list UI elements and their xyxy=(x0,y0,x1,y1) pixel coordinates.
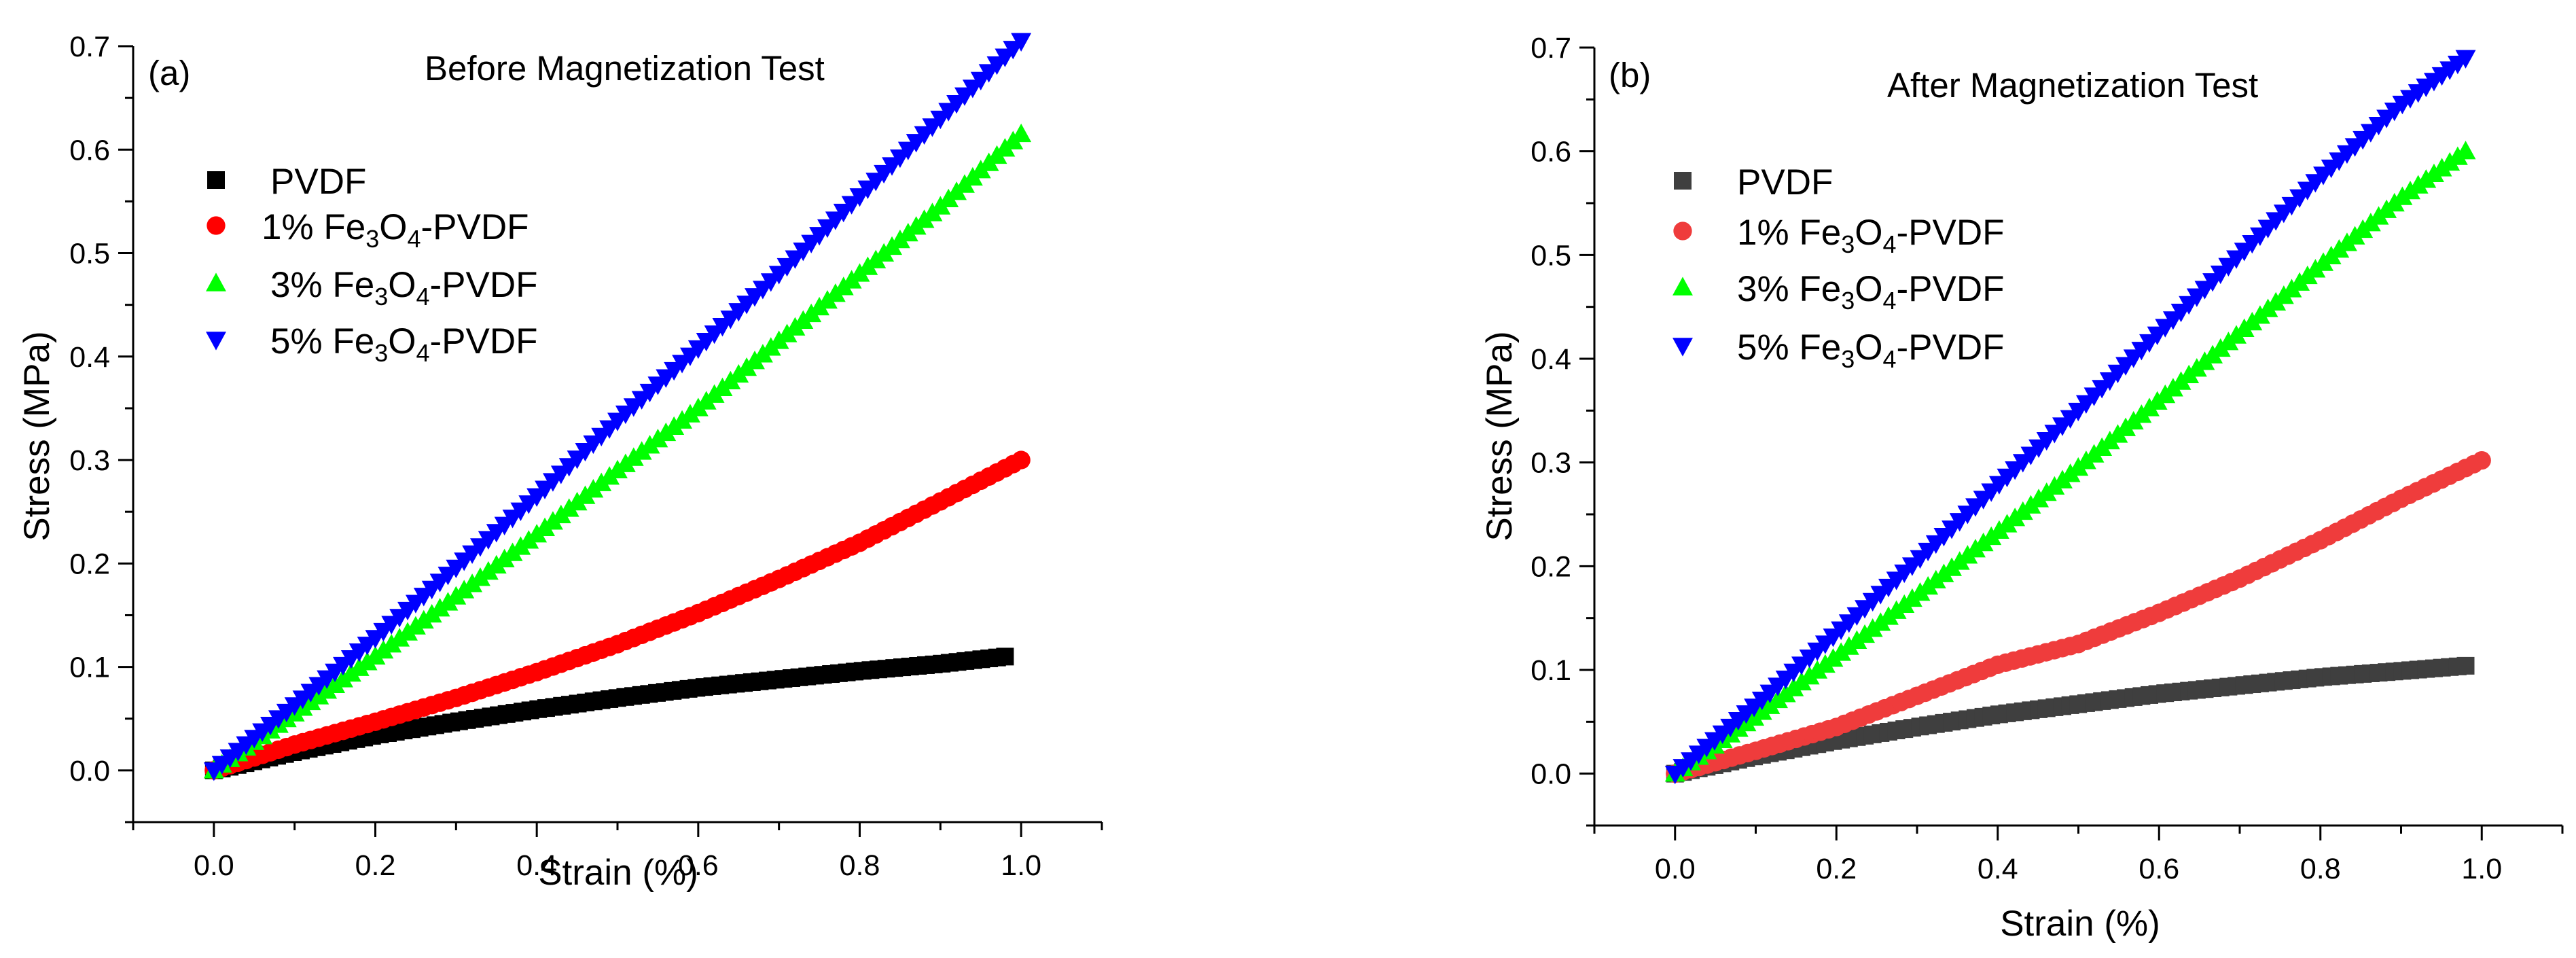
x-tick-label: 0.0 xyxy=(194,849,234,882)
legend-marker-3pct xyxy=(1672,277,1693,296)
series-3 xyxy=(1664,50,2476,785)
series-3 xyxy=(203,33,1032,781)
y-ticks: 0.0 0.1 0.2 0.3 0.4 0.5 0.6 0.7 xyxy=(1531,32,1594,827)
y-tick-label: 0.7 xyxy=(1531,32,1571,65)
legend-marker-5pct xyxy=(206,332,226,351)
data-markers xyxy=(203,33,1032,781)
legend-item-pvdf: PVDF xyxy=(207,162,366,202)
legend-item-3pct: 3% Fe3O4-PVDF xyxy=(206,265,537,311)
legend-label-pvdf: PVDF xyxy=(1737,162,1833,202)
legend-item-3pct: 3% Fe3O4-PVDF xyxy=(1672,269,2004,315)
y-tick-label: 0.3 xyxy=(69,444,110,477)
legend-marker-1pct xyxy=(1673,221,1692,241)
legend-item-1pct: 1% Fe3O4-PVDF xyxy=(1673,213,2004,258)
panel-label: (a) xyxy=(148,54,190,92)
chart-panel-b: 0.0 0.2 0.4 0.6 0.8 1.0 0.0 0.1 0.2 0.3 0.4 0.5 0.6… xyxy=(1480,32,2564,944)
legend: PVDF 1% Fe3O4-PVDF 3% Fe3O4-PVDF 5% Fe3O… xyxy=(206,162,537,367)
legend-item-pvdf: PVDF xyxy=(1674,162,1833,202)
series-2 xyxy=(203,123,1032,779)
x-axis-label: Strain (%) xyxy=(2000,904,2160,944)
x-ticks: 0.0 0.2 0.4 0.6 0.8 1.0 xyxy=(1593,826,2564,885)
legend-swatch xyxy=(206,272,226,291)
legend-marker-1pct xyxy=(207,216,226,235)
y-tick-label: 0.2 xyxy=(1531,550,1571,583)
legend-marker-5pct xyxy=(1672,338,1693,357)
y-tick-label: 0.1 xyxy=(69,652,110,684)
x-tick-label: 1.0 xyxy=(1001,849,1041,882)
x-axis-label: Strain (%) xyxy=(538,853,698,893)
x-tick-label: 1.0 xyxy=(2461,853,2502,885)
y-tick-label: 0.1 xyxy=(1531,654,1571,687)
y-tick-label: 0.2 xyxy=(69,548,110,580)
legend-marker-3pct xyxy=(206,272,226,291)
legend-label-1pct: 1% Fe3O4-PVDF xyxy=(262,207,529,253)
y-tick-label: 0.4 xyxy=(69,341,110,374)
x-tick-label: 0.2 xyxy=(355,849,396,882)
series-1 xyxy=(204,450,1031,780)
legend-label-5pct: 5% Fe3O4-PVDF xyxy=(270,321,537,367)
data-point xyxy=(996,647,1014,666)
y-tick-label: 0.0 xyxy=(1531,758,1571,791)
legend-swatch xyxy=(206,332,226,351)
legend-item-1pct: 1% Fe3O4-PVDF xyxy=(207,207,529,253)
y-axis-label: Stress (MPa) xyxy=(17,331,57,541)
data-point xyxy=(2456,656,2475,675)
x-tick-label: 0.0 xyxy=(1655,853,1696,885)
y-axis-label: Stress (MPa) xyxy=(1480,331,1520,541)
chart-panel-a: 0.0 0.2 0.4 0.6 0.8 1.0 0.0 0.1 0.2 0.3 0.4 0.5 0.6… xyxy=(17,31,1103,893)
x-tick-label: 0.6 xyxy=(2139,853,2179,885)
legend-swatch xyxy=(1672,277,1693,296)
legend-marker-pvdf xyxy=(207,171,225,189)
x-tick-label: 0.4 xyxy=(516,849,557,882)
y-tick-label: 0.6 xyxy=(1531,136,1571,168)
legend-item-5pct: 5% Fe3O4-PVDF xyxy=(206,321,537,367)
data-point xyxy=(1012,450,1031,469)
data-point xyxy=(1011,33,1032,52)
x-tick-label: 0.8 xyxy=(2300,853,2341,885)
y-tick-label: 0.4 xyxy=(1531,343,1571,376)
y-tick-label: 0.5 xyxy=(1531,239,1571,272)
data-point xyxy=(2472,450,2491,470)
data-markers xyxy=(1664,50,2491,785)
legend: PVDF 1% Fe3O4-PVDF 3% Fe3O4-PVDF 5% Fe3O… xyxy=(1672,162,2004,373)
panel-label: (b) xyxy=(1609,56,1651,94)
x-tick-label: 0.8 xyxy=(840,849,880,882)
legend-item-5pct: 5% Fe3O4-PVDF xyxy=(1672,327,2004,373)
legend-label-pvdf: PVDF xyxy=(270,162,366,202)
series-0 xyxy=(204,647,1014,779)
legend-swatch xyxy=(207,171,225,189)
y-tick-label: 0.7 xyxy=(69,31,110,63)
data-point xyxy=(1011,123,1032,143)
series-1 xyxy=(1666,450,2491,783)
legend-marker-pvdf xyxy=(1674,172,1692,190)
x-tick-label: 0.6 xyxy=(678,849,719,882)
y-tick-label: 0.5 xyxy=(69,238,110,270)
series-2 xyxy=(1664,141,2476,782)
x-ticks: 0.0 0.2 0.4 0.6 0.8 1.0 xyxy=(132,822,1103,882)
chart-title: Before Magnetization Test xyxy=(425,49,825,88)
legend-swatch xyxy=(207,216,226,235)
legend-label-3pct: 3% Fe3O4-PVDF xyxy=(270,265,537,311)
legend-swatch xyxy=(1673,221,1692,241)
legend-label-3pct: 3% Fe3O4-PVDF xyxy=(1737,269,2004,315)
legend-label-5pct: 5% Fe3O4-PVDF xyxy=(1737,327,2004,373)
data-point xyxy=(2455,50,2476,69)
y-tick-label: 0.3 xyxy=(1531,447,1571,480)
y-ticks: 0.0 0.1 0.2 0.3 0.4 0.5 0.6 0.7 xyxy=(69,31,133,823)
x-tick-label: 0.4 xyxy=(1978,853,2018,885)
legend-swatch xyxy=(1674,172,1692,190)
x-tick-label: 0.2 xyxy=(1816,853,1857,885)
data-point xyxy=(2455,141,2476,160)
chart-title: After Magnetization Test xyxy=(1887,66,2258,105)
legend-swatch xyxy=(1672,338,1693,357)
legend-label-1pct: 1% Fe3O4-PVDF xyxy=(1737,213,2004,258)
y-tick-label: 0.0 xyxy=(69,755,110,787)
y-tick-label: 0.6 xyxy=(69,134,110,166)
